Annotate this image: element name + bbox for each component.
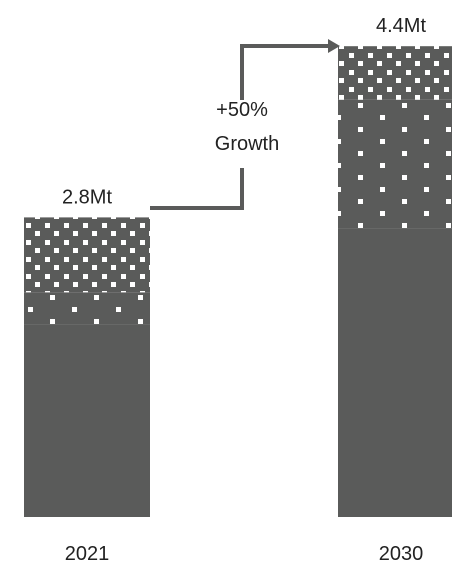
total-label-2021: 2.8Mt bbox=[62, 186, 112, 208]
bars-group bbox=[24, 46, 452, 517]
bar-segment-2021-sparse-dots bbox=[24, 292, 150, 325]
total-label-2030: 4.4Mt bbox=[376, 15, 426, 37]
category-label-2030: 2030 bbox=[379, 543, 424, 565]
arrow-head bbox=[328, 39, 340, 53]
annotation-line-2: Growth bbox=[215, 133, 279, 155]
bar-segment-2030-solid bbox=[338, 228, 452, 517]
category-label-2021: 2021 bbox=[65, 543, 110, 565]
bar-segment-2021-dense-dots bbox=[24, 217, 150, 293]
growth-arrow bbox=[150, 44, 332, 210]
annotation-line-1: +50% bbox=[216, 99, 268, 121]
bar-segment-2021-solid bbox=[24, 324, 150, 517]
labels-group: 2.8Mt 2021 4.4Mt 2030 bbox=[62, 15, 426, 565]
bar-segment-2030-dense-dots bbox=[338, 46, 452, 100]
bar-segment-2030-sparse-dots bbox=[338, 99, 452, 229]
